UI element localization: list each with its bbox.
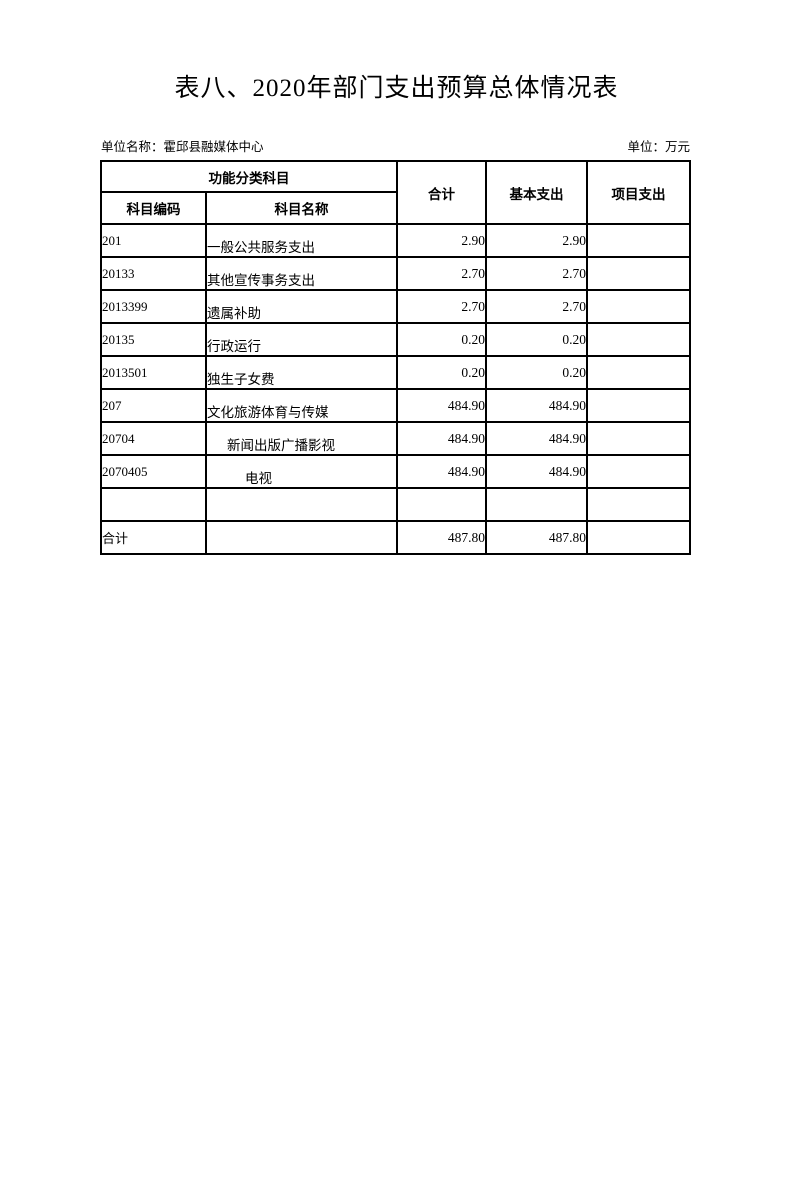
name-cell: 新闻出版广播影视 [205, 421, 398, 456]
unit-name: 单位名称：霍邱县融媒体中心 [101, 140, 264, 154]
code-cell: 201 [100, 223, 207, 258]
table-row: 207 文化旅游体育与传媒 484.90 484.90 [100, 388, 691, 423]
basic-cell: 484.90 [485, 388, 588, 423]
table-row: 20704 新闻出版广播影视 484.90 484.90 [100, 421, 691, 456]
project-cell [586, 223, 691, 258]
name-cell: 遗属补助 [205, 289, 398, 324]
project-cell [586, 487, 691, 522]
project-cell [586, 388, 691, 423]
header-basic-expenditure: 基本支出 [485, 160, 588, 225]
total-cell [396, 487, 487, 522]
project-cell [586, 421, 691, 456]
header-function-category: 功能分类科目 [100, 160, 398, 193]
table-row: 2013399 遗属补助 2.70 2.70 [100, 289, 691, 324]
basic-cell: 2.90 [485, 223, 588, 258]
name-cell: 行政运行 [205, 322, 398, 357]
project-cell [586, 355, 691, 390]
total-cell: 484.90 [396, 421, 487, 456]
basic-cell: 487.80 [485, 520, 588, 555]
code-cell: 2013501 [100, 355, 207, 390]
total-cell: 484.90 [396, 454, 487, 489]
code-cell: 2070405 [100, 454, 207, 489]
project-cell [586, 454, 691, 489]
basic-cell [485, 487, 588, 522]
project-cell [586, 289, 691, 324]
total-cell: 0.20 [396, 322, 487, 357]
total-cell: 2.70 [396, 289, 487, 324]
project-cell [586, 520, 691, 555]
code-cell: 207 [100, 388, 207, 423]
name-cell: 其他宣传事务支出 [205, 256, 398, 291]
header-project-expenditure: 项目支出 [586, 160, 691, 225]
table-meta: 单位名称：霍邱县融媒体中心 单位：万元 [101, 140, 690, 155]
code-cell: 20133 [100, 256, 207, 291]
table-row: 20133 其他宣传事务支出 2.70 2.70 [100, 256, 691, 291]
basic-cell: 0.20 [485, 355, 588, 390]
header-subject-code: 科目编码 [100, 191, 207, 225]
total-cell: 2.90 [396, 223, 487, 258]
name-cell: 电视 [205, 454, 398, 489]
table-row: 20135 行政运行 0.20 0.20 [100, 322, 691, 357]
code-cell: 20704 [100, 421, 207, 456]
total-cell: 0.20 [396, 355, 487, 390]
table-row-empty [100, 487, 691, 522]
unit-of-measure: 单位：万元 [627, 140, 690, 154]
basic-cell: 2.70 [485, 289, 588, 324]
name-cell [205, 487, 398, 522]
total-cell: 484.90 [396, 388, 487, 423]
header-row-1: 功能分类科目 合计 基本支出 项目支出 [100, 160, 691, 225]
basic-cell: 484.90 [485, 421, 588, 456]
table-row-grand-total: 合计 487.80 487.80 [100, 520, 691, 555]
table-row: 2013501 独生子女费 0.20 0.20 [100, 355, 691, 390]
name-cell [205, 520, 398, 555]
code-cell: 2013399 [100, 289, 207, 324]
table-row: 2070405 电视 484.90 484.90 [100, 454, 691, 489]
header-row-2: 科目编码 科目名称 [100, 191, 690, 225]
header-total: 合计 [396, 160, 487, 225]
project-cell [586, 322, 691, 357]
page-title: 表八、2020年部门支出预算总体情况表 [174, 75, 619, 102]
basic-cell: 0.20 [485, 322, 588, 357]
basic-cell: 2.70 [485, 256, 588, 291]
header-subject-name: 科目名称 [205, 191, 398, 225]
code-cell [100, 487, 207, 522]
basic-cell: 484.90 [485, 454, 588, 489]
name-cell: 文化旅游体育与传媒 [205, 388, 398, 423]
name-cell: 独生子女费 [205, 355, 398, 390]
code-cell: 20135 [100, 322, 207, 357]
total-cell: 2.70 [396, 256, 487, 291]
code-cell: 合计 [100, 520, 207, 555]
name-cell: 一般公共服务支出 [205, 223, 398, 258]
table-row: 201 一般公共服务支出 2.90 2.90 [100, 223, 691, 258]
total-cell: 487.80 [396, 520, 487, 555]
project-cell [586, 256, 691, 291]
budget-table: 功能分类科目 合计 基本支出 项目支出 科目编码 科目名称 201 一般公共服务… [100, 160, 691, 555]
